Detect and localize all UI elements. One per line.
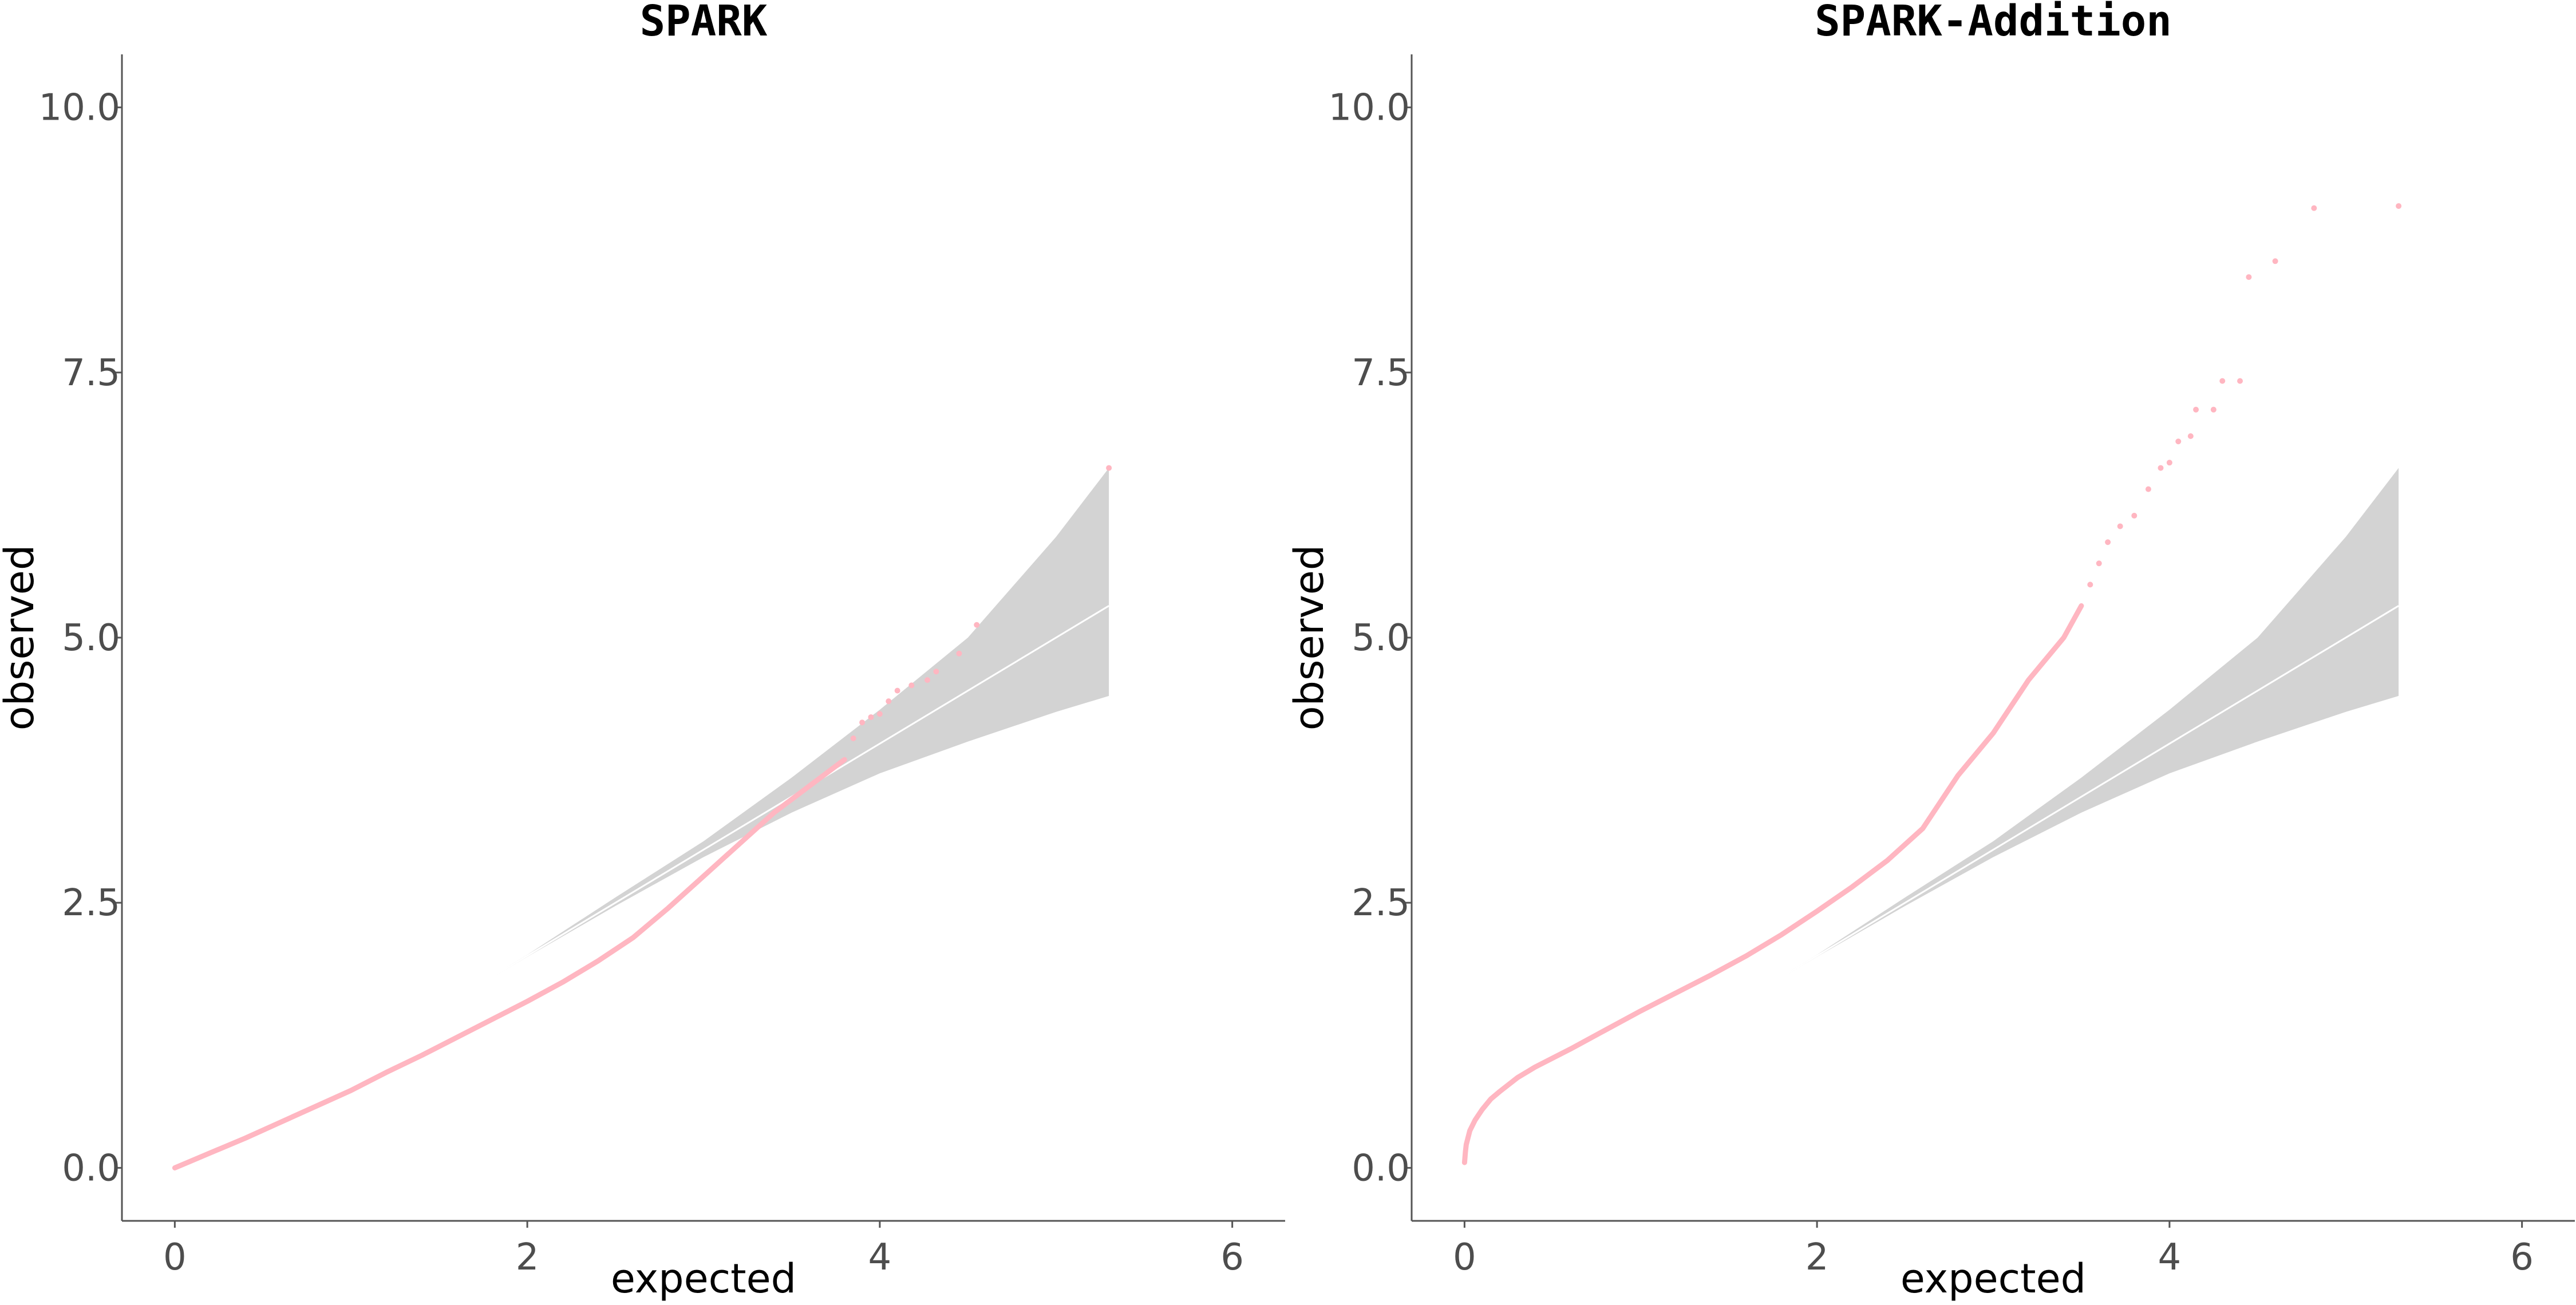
y-tick-label: 2.5 (62, 882, 120, 924)
data-point (868, 714, 874, 720)
confidence-band (1676, 468, 2399, 1041)
data-point (2131, 512, 2138, 519)
data-point (933, 669, 939, 675)
panel-2: 0 2 4 6 0.0 2.5 5.0 7.5 10.0 SPARK-Addition expect… (1286, 0, 2575, 1302)
y-tick-label: 5.0 (1352, 617, 1410, 659)
x-tick-label: 0 (1453, 1236, 1476, 1279)
data-point (2237, 378, 2243, 384)
data-point (2210, 406, 2217, 413)
data-point (2175, 438, 2182, 445)
data-point (2187, 433, 2194, 439)
panel-title: SPARK (640, 0, 768, 46)
panel-title: SPARK-Addition (1815, 0, 2172, 46)
x-tick-label: 2 (1805, 1236, 1829, 1279)
data-point (908, 682, 915, 689)
data-point (2166, 460, 2172, 466)
data-point (1106, 465, 1112, 471)
data-point (2272, 258, 2278, 264)
x-tick-label: 0 (163, 1236, 187, 1279)
y-tick-label: 0.0 (62, 1147, 120, 1189)
data-point (859, 719, 866, 726)
data-point (924, 677, 931, 683)
y-axis-label: observed (0, 545, 43, 731)
x-tick-label: 6 (1220, 1236, 1244, 1279)
reference-line (386, 605, 1109, 1042)
x-tick-label: 4 (868, 1236, 892, 1279)
data-point (2396, 203, 2402, 209)
data-point (2145, 486, 2151, 492)
data-point (2219, 378, 2226, 384)
x-axis-label: expected (1901, 1255, 2086, 1302)
y-tick-label: 5.0 (62, 617, 120, 659)
data-point (2105, 539, 2111, 545)
x-tick-label: 4 (2158, 1236, 2182, 1279)
reference-line (1676, 605, 2399, 1042)
x-tick-label: 6 (2510, 1236, 2534, 1279)
data-point (2087, 582, 2093, 588)
y-tick-label: 10.0 (1329, 87, 1411, 129)
y-tick-label: 0.0 (1352, 1147, 1410, 1189)
x-axis-label: expected (611, 1255, 796, 1302)
data-point (2158, 465, 2164, 471)
x-tick-label: 2 (516, 1236, 539, 1279)
data-point (886, 698, 892, 705)
data-point (956, 650, 962, 657)
y-axis-label: observed (1286, 545, 1333, 731)
data-point (2096, 560, 2102, 567)
y-tick-label: 2.5 (1352, 882, 1410, 924)
data-point (974, 622, 980, 628)
y-tick-label: 10.0 (39, 87, 121, 129)
y-tick-label: 7.5 (1352, 352, 1410, 394)
data-point (2246, 274, 2252, 280)
data-point (2193, 406, 2199, 413)
panel-1: 0 2 4 6 0.0 2.5 5.0 7.5 10.0 SPARK expected observe… (0, 0, 1285, 1302)
observed-curve (172, 757, 847, 1170)
data-point (2117, 523, 2123, 529)
data-point (894, 687, 900, 694)
confidence-band (386, 468, 1109, 1041)
data-point (850, 735, 856, 742)
y-tick-label: 7.5 (62, 352, 120, 394)
observed-curve (1461, 603, 2084, 1165)
data-point (2311, 205, 2317, 211)
data-point (876, 711, 883, 717)
